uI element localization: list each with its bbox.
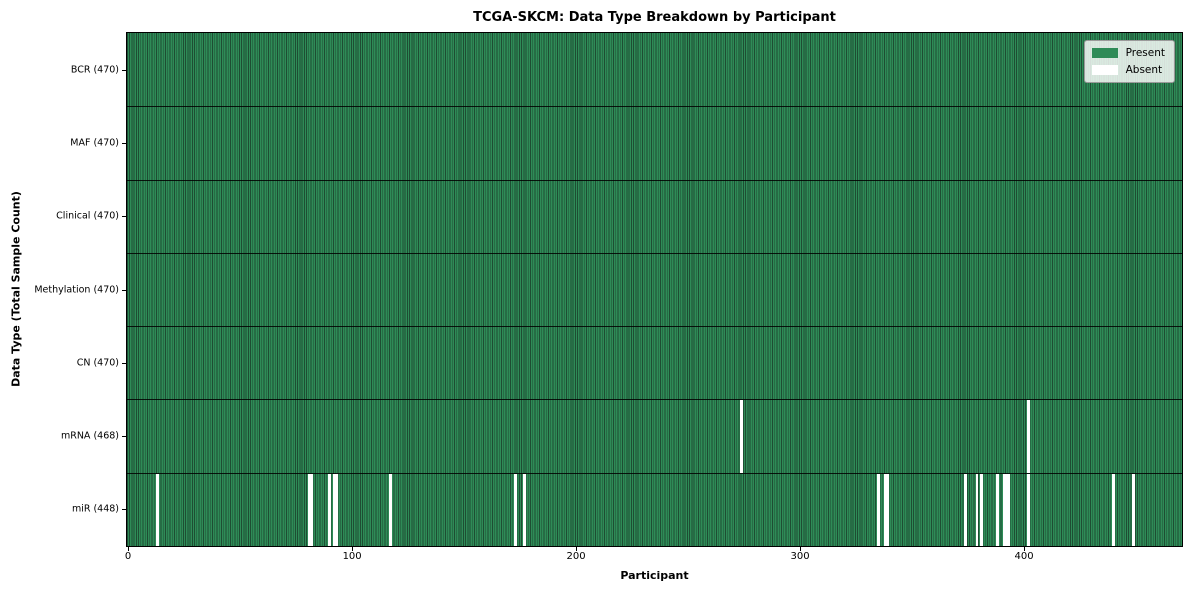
- absent-stripe-mir-339: [886, 473, 889, 546]
- plot-area: Present Absent: [126, 32, 1183, 547]
- present-swatch: [1091, 48, 1118, 58]
- x-tick-label-200: 200: [566, 551, 586, 562]
- y-tick-mark: [122, 509, 127, 511]
- absent-stripe-mir-393: [1006, 473, 1010, 546]
- absent-stripe-mir-449: [1132, 473, 1136, 546]
- absent-stripe-mrna-402: [1027, 400, 1030, 473]
- absent-stripe-mir-92: [332, 473, 336, 546]
- y-tick-label-maf: MAF (470): [70, 137, 119, 149]
- absent-stripe-mir-391: [1002, 473, 1006, 546]
- x-tick-mark: [128, 546, 130, 551]
- row-mir: [127, 472, 1182, 546]
- legend-label-present: Present: [1125, 47, 1165, 59]
- x-tick-mark: [576, 546, 578, 551]
- row-clinical: [127, 179, 1182, 253]
- absent-stripe-mir-374: [964, 473, 968, 546]
- absent-stripe-mir-402: [1027, 473, 1030, 546]
- legend-item-present: Present: [1091, 47, 1165, 59]
- chart-title: TCGA-SKCM: Data Type Breakdown by Partic…: [473, 10, 836, 25]
- absent-stripe-mir-173: [514, 473, 518, 546]
- x-axis-label: Participant: [620, 569, 689, 582]
- y-tick-label-bcr: BCR (470): [70, 64, 119, 76]
- absent-stripe-mir-392: [1004, 473, 1008, 546]
- row-maf: [127, 106, 1182, 180]
- x-tick-label-100: 100: [342, 551, 362, 562]
- y-tick-label-mrna: mRNA (468): [60, 430, 119, 442]
- x-tick-mark: [800, 546, 802, 551]
- legend: Present Absent: [1083, 40, 1175, 83]
- row-cn: [127, 326, 1182, 400]
- legend-label-absent: Absent: [1125, 64, 1163, 76]
- x-tick-label-400: 400: [1014, 551, 1034, 562]
- y-tick-label-methylation: Methylation (470): [34, 284, 119, 295]
- absent-stripe-mir-335: [877, 473, 880, 546]
- absent-stripe-mir-388: [995, 473, 999, 546]
- row-methylation: [127, 252, 1182, 327]
- y-tick-mark: [122, 216, 127, 218]
- absent-stripe-mir-440: [1112, 473, 1116, 546]
- absent-stripe-mir-81: [308, 473, 311, 546]
- y-tick-mark: [122, 436, 127, 438]
- y-tick-mark: [122, 362, 127, 364]
- y-tick-label-mir: miR (448): [71, 503, 119, 515]
- y-tick-label-clinical: Clinical (470): [56, 210, 119, 222]
- y-tick-mark: [122, 142, 127, 144]
- absent-stripe-mir-117: [388, 473, 392, 546]
- x-tick-mark: [352, 546, 354, 551]
- y-tick-mark: [122, 69, 127, 71]
- row-mrna: [127, 399, 1182, 473]
- absent-stripe-mir-13: [155, 473, 159, 546]
- y-tick-mark: [122, 289, 127, 291]
- x-tick-label-0: 0: [124, 551, 132, 562]
- absent-stripe-mir-381: [980, 473, 983, 546]
- absent-stripe-mir-379: [975, 473, 979, 546]
- y-tick-label-cn: CN (470): [76, 357, 119, 369]
- absent-stripe-mir-90: [328, 473, 332, 546]
- absent-stripe-mrna-274: [740, 400, 744, 473]
- x-tick-label-300: 300: [790, 551, 810, 562]
- absent-stripe-mir-82: [310, 473, 314, 546]
- absent-stripe-mir-93: [335, 473, 338, 546]
- absent-stripe-mir-177: [523, 473, 526, 546]
- absent-swatch: [1091, 65, 1118, 75]
- absent-stripe-mir-338: [883, 473, 887, 546]
- row-bcr: [127, 33, 1182, 107]
- x-tick-mark: [1024, 546, 1026, 551]
- legend-item-absent: Absent: [1091, 64, 1165, 76]
